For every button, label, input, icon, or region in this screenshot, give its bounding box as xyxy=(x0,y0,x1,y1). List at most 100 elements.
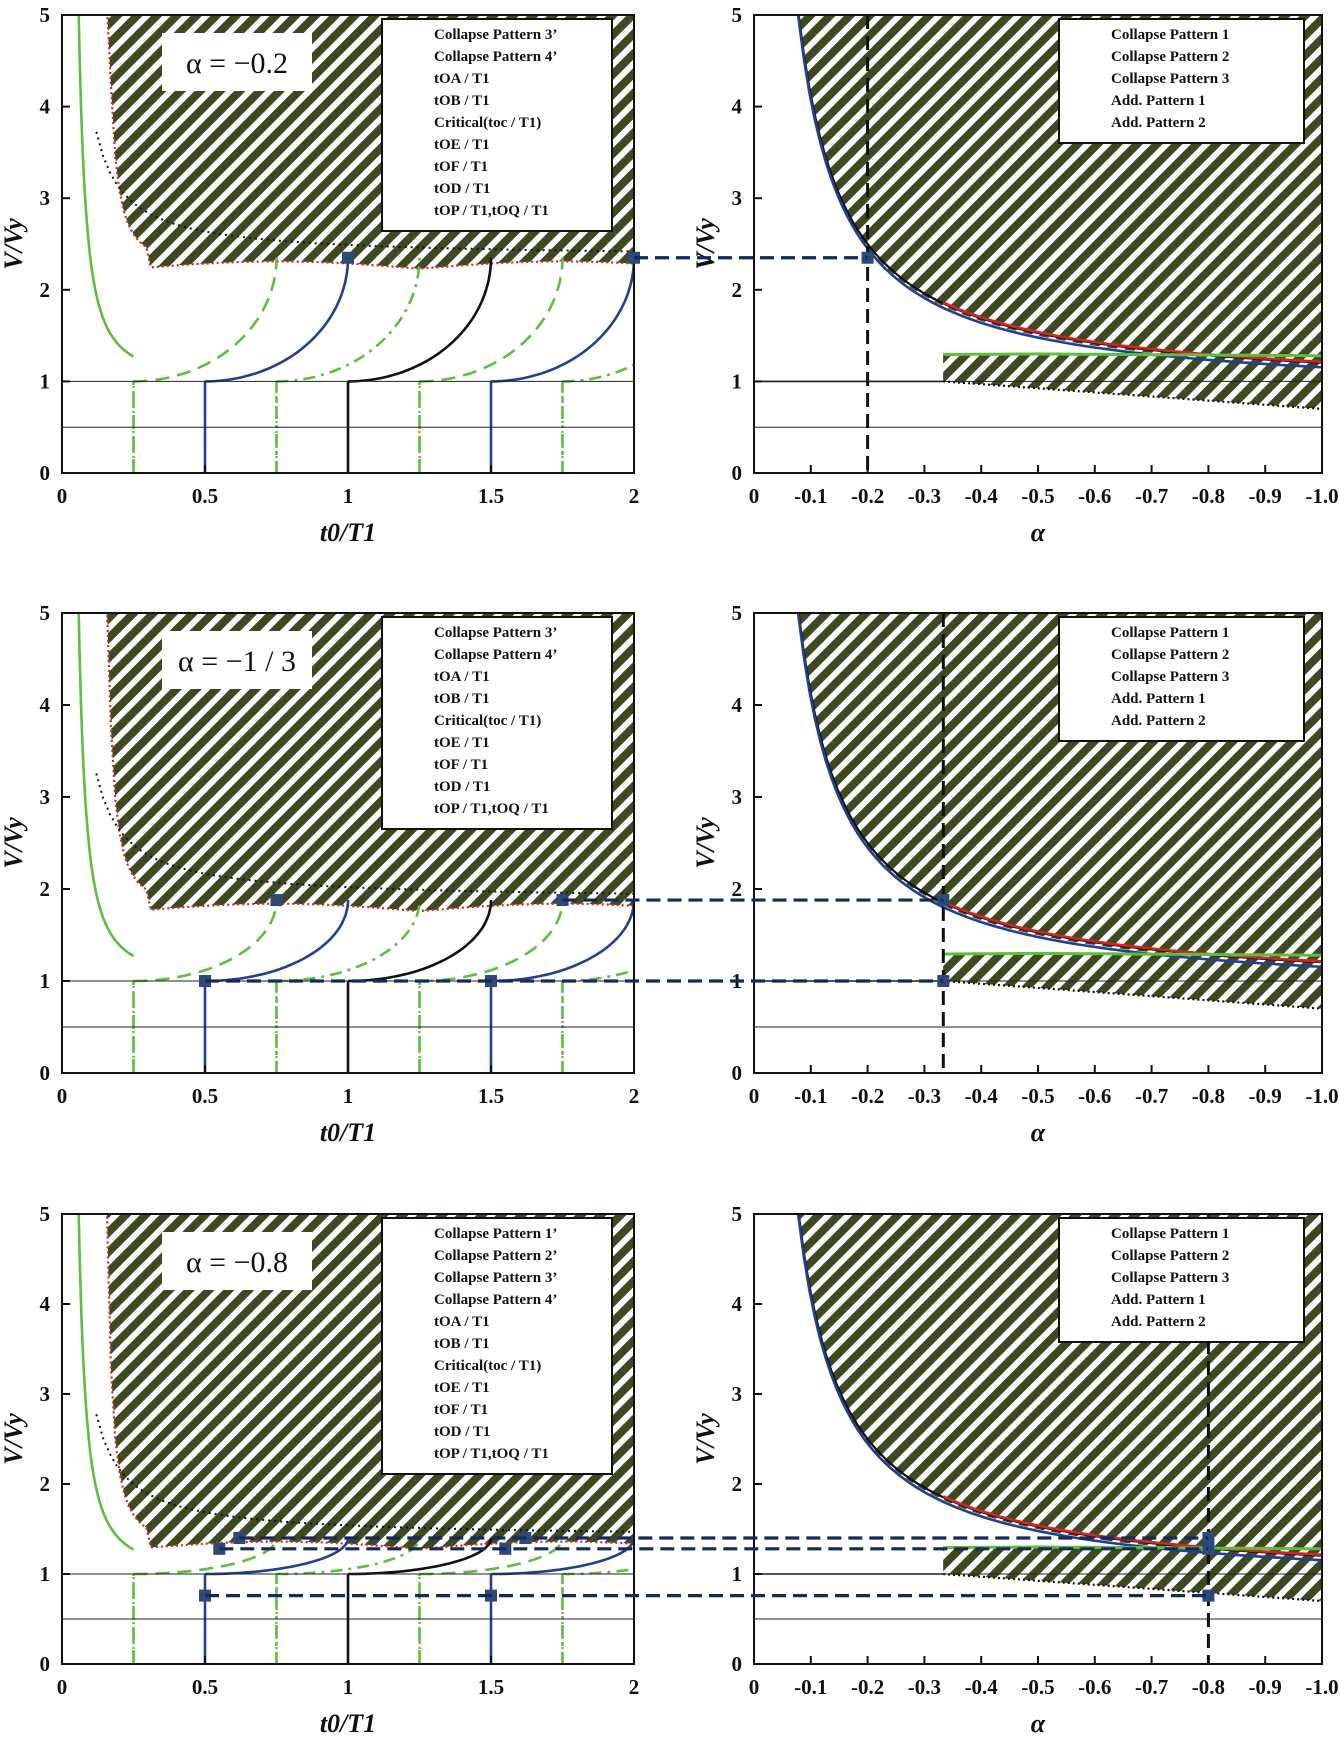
legend-entry: Collapse Pattern 1 xyxy=(1111,625,1229,641)
legend-entry: Collapse Pattern 3 xyxy=(1111,669,1229,685)
legend-entry: Collapse Pattern 3’ xyxy=(434,625,557,641)
x-tick-label: 2 xyxy=(629,484,640,508)
legend-entry: Collapse Pattern 4’ xyxy=(434,647,557,663)
legend-entry: Collapse Pattern 2 xyxy=(1111,49,1229,65)
tof-curve xyxy=(347,257,493,383)
legend-entry: Collapse Pattern 1 xyxy=(1111,27,1229,43)
legend-entry: tOE / T1 xyxy=(434,1380,490,1396)
chart-panel-5: α = −0.8 0 0.5 1 1.5 2 0 1 2 3 4 5 t0/T1 V/Vy Collapse… xyxy=(0,1202,639,1738)
toe-curve-2 xyxy=(562,1567,634,1576)
collapse-pattern-3-curve xyxy=(796,1214,1322,1562)
critical-curve-1 xyxy=(204,257,350,383)
tod-curve xyxy=(95,1414,634,1533)
legend-entry: Add. Pattern 2 xyxy=(1111,713,1206,729)
chart-panel-4: 0 -0.1 -0.2 -0.3 -0.4 -0.5 -0.6 -0.7 -0.8 -0.9 -1.… xyxy=(691,601,1339,1147)
y-tick-label: 3 xyxy=(40,1382,51,1406)
legend-entry: Collapse Pattern 2’ xyxy=(434,1248,557,1264)
legend-entry: tOE / T1 xyxy=(434,137,490,153)
x-tick-label: 0.5 xyxy=(192,1084,218,1108)
x-tick-label: 1.5 xyxy=(478,484,504,508)
collapse-pattern-1-curve xyxy=(943,1572,1322,1603)
x-tick-label: 0 xyxy=(57,1084,68,1108)
legend-entry: Critical(toc / T1) xyxy=(434,713,541,729)
x-axis-label: t0/T1 xyxy=(320,1709,376,1738)
y-tick-label: 4 xyxy=(732,693,743,717)
tob-curve-2 xyxy=(419,257,564,383)
toe-curve-2 xyxy=(562,363,634,383)
x-axis-label: t0/T1 xyxy=(320,518,376,547)
y-tick-label: 2 xyxy=(40,877,51,901)
y-tick-label: 1 xyxy=(732,369,743,393)
x-tick-label: 1 xyxy=(343,1675,354,1699)
legend-box xyxy=(1058,616,1305,742)
legend-entry: Collapse Pattern 3’ xyxy=(434,1270,557,1286)
legend-entry: Add. Pattern 1 xyxy=(1111,691,1206,707)
legend-entry: tOP / T1,tOQ / T1 xyxy=(434,801,549,817)
y-tick-label: 1 xyxy=(40,969,51,993)
add-pattern-2-curve xyxy=(942,301,1322,364)
alpha-label-text: α = −0.8 xyxy=(186,1246,288,1279)
x-tick-label: -0.7 xyxy=(1135,1675,1168,1699)
x-tick-label: -0.6 xyxy=(1078,1084,1111,1108)
x-tick-label: -1.0 xyxy=(1305,484,1338,508)
x-tick-label: 1 xyxy=(343,1084,354,1108)
y-tick-label: 2 xyxy=(732,877,743,901)
y-axis-label: V/Vy xyxy=(0,218,28,270)
x-axis-label: t0/T1 xyxy=(320,1118,376,1147)
y-tick-label: 0 xyxy=(732,1652,743,1676)
legend-entry: tOF / T1 xyxy=(434,1402,488,1418)
legend: Collapse Pattern 1 Collapse Pattern 2 Coll… xyxy=(1058,18,1305,144)
x-tick-label: -0.3 xyxy=(908,1675,941,1699)
legend-entry: tOA / T1 xyxy=(434,669,490,685)
collapse-pattern-2-curve xyxy=(943,951,1322,957)
legend-entry: tOA / T1 xyxy=(434,71,490,87)
x-tick-label: -0.7 xyxy=(1135,484,1168,508)
x-tick-label: -0.3 xyxy=(908,484,941,508)
legend-box xyxy=(1058,1217,1305,1343)
alpha-label: α = −0.8 xyxy=(162,1232,312,1290)
legend-entry: tOD / T1 xyxy=(434,1424,490,1440)
y-axis-label: V/Vy xyxy=(691,218,720,270)
tof-curve xyxy=(348,1537,493,1576)
legend-entry: Critical(toc / T1) xyxy=(434,115,541,131)
add-pattern-2-curve xyxy=(942,1495,1322,1556)
legend-entry: tOF / T1 xyxy=(434,757,488,773)
x-tick-label: -0.7 xyxy=(1135,1084,1168,1108)
critical-curve-1 xyxy=(205,1537,350,1576)
y-tick-label: 3 xyxy=(732,785,743,809)
y-tick-label: 4 xyxy=(40,1292,51,1316)
x-tick-label: 0.5 xyxy=(192,1675,218,1699)
y-axis-label: V/Vy xyxy=(691,817,720,869)
alpha-label-text: α = −0.2 xyxy=(186,47,288,80)
alpha-label-bg xyxy=(162,1232,312,1290)
legend-entry: Collapse Pattern 2 xyxy=(1111,647,1229,663)
legend-entry: tOP / T1,tOQ / T1 xyxy=(434,203,549,219)
legend-entry: Add. Pattern 2 xyxy=(1111,1314,1206,1330)
x-tick-label: -0.8 xyxy=(1192,484,1225,508)
alpha-label: α = −1 / 3 xyxy=(162,631,312,689)
x-tick-label: -0.4 xyxy=(965,1084,999,1108)
critical-curve-2 xyxy=(490,257,634,383)
collapse-pattern-envelope xyxy=(106,15,634,270)
x-tick-label: -0.5 xyxy=(1021,1675,1054,1699)
chart-panel-2: 0 -0.1 -0.2 -0.3 -0.4 -0.5 -0.6 -0.7 -0.8 -0.9 -1.… xyxy=(691,3,1339,547)
legend-entry: Add. Pattern 1 xyxy=(1111,93,1206,109)
add-pattern-2-curve xyxy=(942,900,1322,963)
x-tick-label: -0.9 xyxy=(1249,1675,1282,1699)
y-tick-label: 0 xyxy=(40,1652,51,1676)
alpha-label-bg xyxy=(162,33,312,91)
legend-entry: Add. Pattern 1 xyxy=(1111,1292,1206,1308)
tof-curve xyxy=(347,899,493,983)
collapse-pattern-3-curve xyxy=(796,613,1322,969)
y-tick-label: 4 xyxy=(40,95,51,119)
legend-box xyxy=(381,1217,613,1475)
y-tick-label: 5 xyxy=(40,601,51,625)
critical-curve-2 xyxy=(490,899,634,983)
x-tick-label: 2 xyxy=(629,1084,640,1108)
toe-curve-2 xyxy=(562,968,634,983)
x-tick-label: 0 xyxy=(749,1084,760,1108)
critical-curve-2 xyxy=(491,1537,634,1576)
y-tick-label: 3 xyxy=(40,186,51,210)
x-tick-label: 0 xyxy=(57,1675,68,1699)
